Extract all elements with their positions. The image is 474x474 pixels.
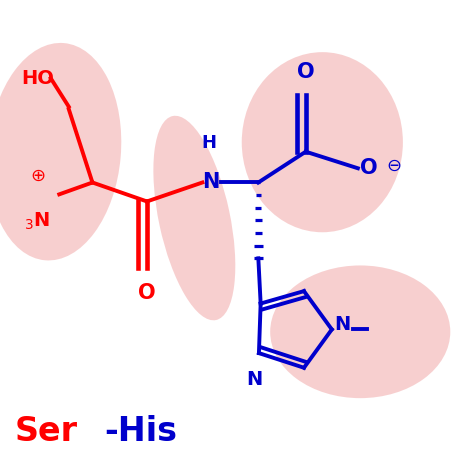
Text: $_{3}$N: $_{3}$N — [24, 211, 50, 232]
Text: O: O — [360, 158, 378, 178]
Text: $\ominus$: $\ominus$ — [386, 157, 402, 175]
Text: Ser: Ser — [14, 415, 77, 448]
Text: O: O — [297, 62, 315, 82]
Text: -His: -His — [104, 415, 177, 448]
Ellipse shape — [0, 43, 121, 260]
Text: H: H — [201, 134, 216, 152]
Text: O: O — [138, 283, 156, 303]
Text: N: N — [246, 370, 262, 389]
Text: $\oplus$: $\oplus$ — [30, 166, 46, 184]
Text: N: N — [202, 173, 219, 192]
Text: HO: HO — [21, 69, 54, 88]
Ellipse shape — [242, 52, 403, 232]
Text: N: N — [334, 315, 350, 334]
Ellipse shape — [154, 116, 235, 320]
Ellipse shape — [270, 265, 450, 398]
